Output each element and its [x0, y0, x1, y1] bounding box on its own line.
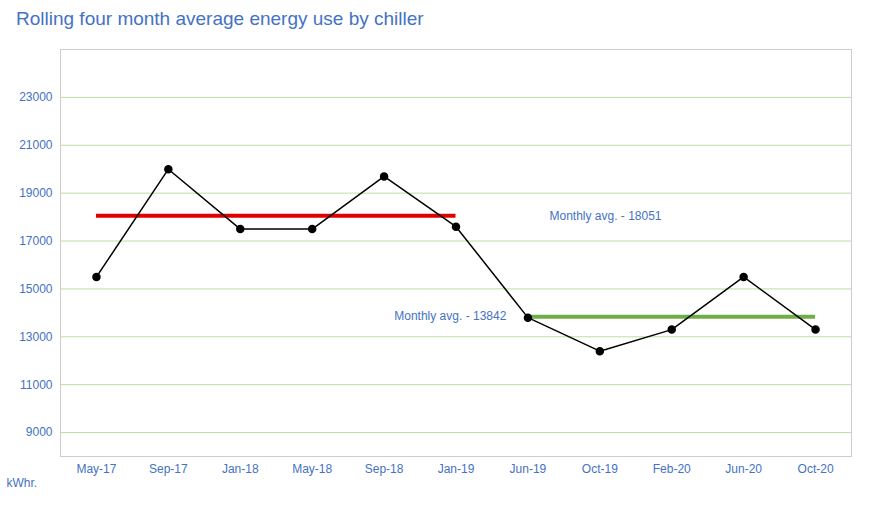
svg-text:May-17: May-17: [76, 462, 116, 476]
svg-text:Sep-17: Sep-17: [149, 462, 188, 476]
svg-text:Jun-19: Jun-19: [510, 462, 547, 476]
svg-text:May-18: May-18: [292, 462, 332, 476]
svg-text:Jan-18: Jan-18: [222, 462, 259, 476]
html-text:Rolling four month average ene: Rolling four month average energy use by…: [16, 8, 424, 29]
svg-text:Monthly avg. - 13842: Monthly avg. - 13842: [394, 309, 506, 323]
svg-text:15000: 15000: [19, 282, 53, 296]
svg-text:Sep-18: Sep-18: [365, 462, 404, 476]
svg-text:19000: 19000: [19, 186, 53, 200]
svg-text:Jun-20: Jun-20: [725, 462, 762, 476]
svg-text:kWhr.: kWhr.: [7, 476, 38, 490]
svg-text:9000: 9000: [26, 425, 53, 439]
svg-text:17000: 17000: [19, 234, 53, 248]
svg-text:Oct-19: Oct-19: [582, 462, 618, 476]
svg-text:Oct-20: Oct-20: [798, 462, 834, 476]
svg-text:11000: 11000: [20, 378, 53, 392]
svg-text:Monthly avg. - 18051: Monthly avg. - 18051: [549, 209, 661, 223]
svg-text:23000: 23000: [19, 90, 53, 104]
svg-text:Feb-20: Feb-20: [653, 462, 691, 476]
svg-text:21000: 21000: [19, 138, 53, 152]
svg-text:Jan-19: Jan-19: [438, 462, 475, 476]
svg-text:13000: 13000: [19, 330, 53, 344]
